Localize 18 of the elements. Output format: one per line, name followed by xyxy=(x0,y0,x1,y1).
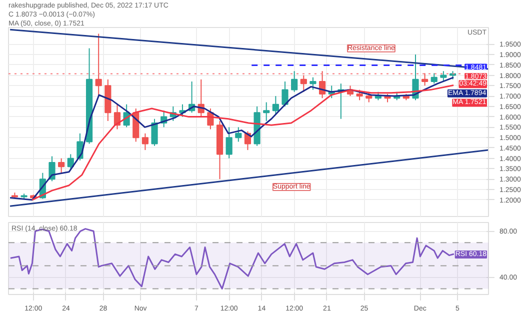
candlestick xyxy=(310,76,316,90)
candlestick xyxy=(151,118,158,146)
candlestick xyxy=(48,156,56,182)
candlestick xyxy=(272,96,279,116)
candlestick xyxy=(440,70,447,82)
candlestick xyxy=(263,102,270,122)
candlestick xyxy=(356,89,363,101)
candlestick xyxy=(95,33,102,97)
candlestick xyxy=(142,132,148,151)
candlestick xyxy=(67,154,74,170)
candlestick xyxy=(430,72,438,84)
candlestick xyxy=(291,70,298,92)
candlestick xyxy=(58,158,65,174)
candlestick xyxy=(282,81,288,107)
candlestick xyxy=(235,126,242,142)
candlestick xyxy=(422,72,428,86)
candlestick xyxy=(300,74,307,92)
candlestick xyxy=(226,126,232,159)
